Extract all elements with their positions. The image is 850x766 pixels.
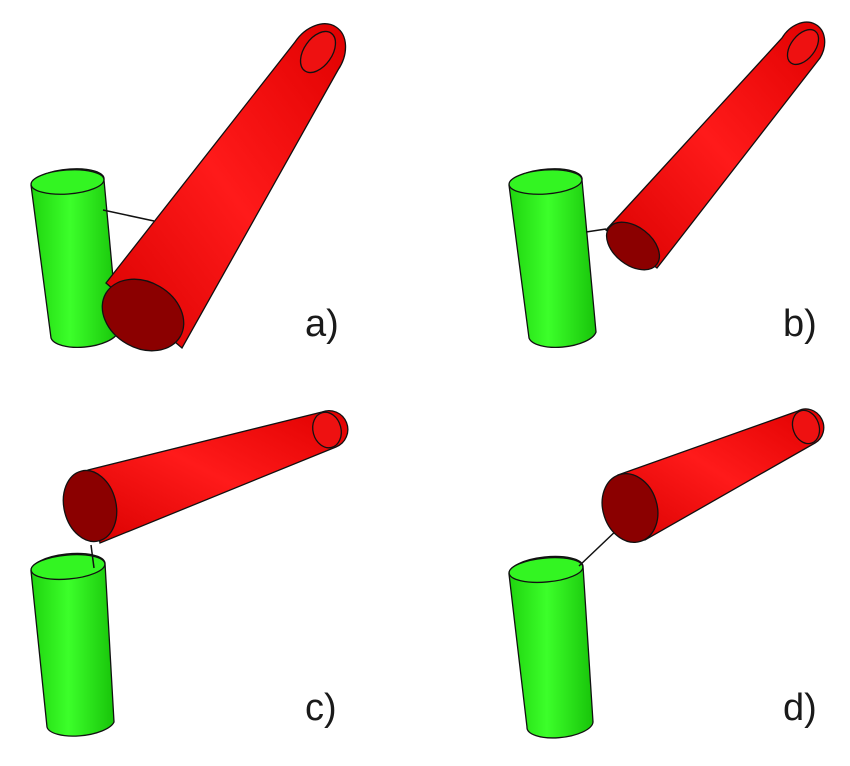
panel-label-d: d) — [783, 687, 817, 729]
red-cylinder — [105, 23, 347, 350]
shortest-distance-line — [102, 209, 155, 222]
green-cylinder-top-cap — [30, 169, 105, 195]
green-cylinder — [508, 168, 597, 348]
shortest-distance-line — [585, 228, 607, 233]
panel-d: d) — [508, 408, 825, 739]
green-cylinder-top-cap — [30, 553, 106, 581]
shortest-distance-line — [90, 544, 95, 569]
red-cylinder — [617, 408, 825, 541]
red-cylinder-end-cap — [101, 278, 185, 352]
red-cylinder-end-cap — [601, 473, 659, 543]
red-cylinder — [605, 21, 826, 269]
red-cylinder-far-cap — [786, 28, 820, 66]
panel-label-a: a) — [305, 303, 339, 345]
red-cylinder-far-cap — [299, 30, 337, 74]
panel-b: b) — [508, 21, 826, 348]
panel-label-b: b) — [783, 303, 817, 345]
red-cylinder-end-cap — [605, 221, 661, 271]
green-cylinder-top-cap — [508, 556, 584, 584]
red-cylinder — [87, 410, 349, 544]
red-cylinder-far-cap — [312, 411, 342, 449]
green-cylinder — [30, 552, 115, 737]
red-cylinder-end-cap — [62, 469, 118, 543]
panel-a: a) — [30, 23, 347, 352]
panel-label-c: c) — [305, 687, 337, 729]
shortest-distance-line — [578, 526, 621, 567]
green-cylinder-top-cap — [508, 169, 583, 195]
panel-c: c) — [30, 410, 349, 737]
red-cylinder-far-cap — [791, 409, 821, 445]
green-cylinder — [508, 555, 594, 739]
